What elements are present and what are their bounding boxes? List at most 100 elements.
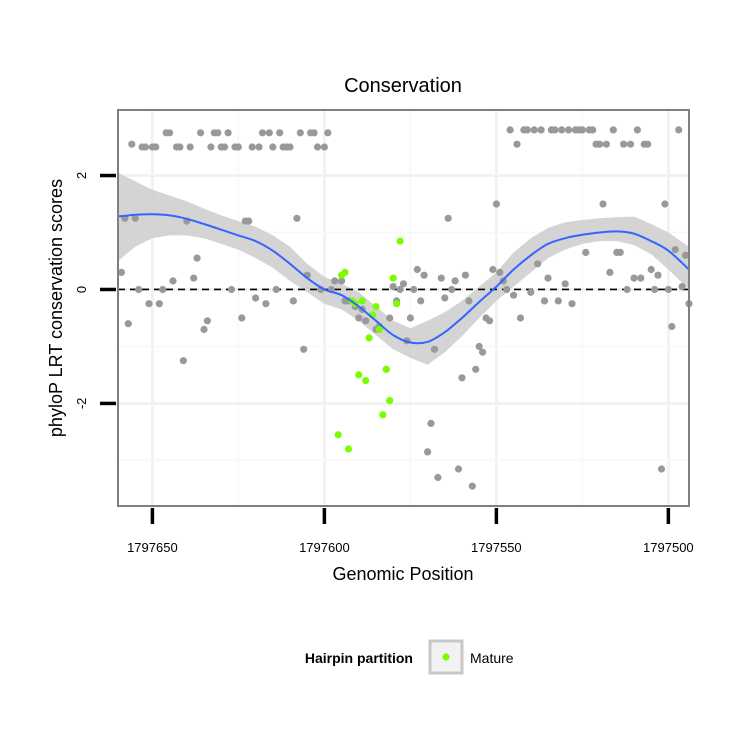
data-point (647, 265, 655, 274)
data-point (155, 300, 163, 308)
data-point (410, 285, 418, 294)
data-point (544, 274, 552, 282)
data-point (644, 140, 652, 148)
data-point (310, 129, 318, 137)
y-tick-label: 0 (74, 286, 89, 293)
data-point (434, 473, 442, 482)
data-point (441, 294, 449, 302)
data-point (616, 248, 624, 256)
y-tick-label: 2 (74, 172, 89, 179)
data-point (248, 143, 256, 151)
data-point (272, 285, 280, 294)
data-point (145, 300, 153, 308)
data-point (262, 300, 270, 308)
data-point (128, 140, 136, 148)
mature-point (393, 300, 401, 308)
data-point (197, 129, 205, 137)
data-point (513, 140, 521, 148)
data-point (657, 465, 666, 473)
y-axis: -2 0 2 (74, 172, 116, 409)
data-point (396, 285, 404, 294)
data-point (141, 143, 150, 151)
data-point (221, 143, 229, 151)
data-point (606, 268, 614, 276)
data-point (289, 297, 297, 305)
data-point (582, 248, 590, 256)
x-axis-label: Genomic Position (332, 564, 473, 584)
data-point (551, 126, 559, 134)
data-point (224, 129, 232, 137)
data-point (399, 280, 408, 288)
data-point (472, 365, 480, 373)
data-point (651, 285, 659, 294)
panel-border (117, 109, 690, 507)
data-point (468, 482, 476, 490)
data-point (255, 143, 263, 151)
data-point (454, 465, 463, 473)
data-point (506, 126, 514, 134)
data-point (534, 260, 542, 268)
data-point (596, 140, 604, 148)
panel-background (118, 110, 689, 506)
data-point (152, 143, 160, 151)
data-point (475, 342, 483, 351)
data-point (117, 268, 125, 276)
data-point (324, 129, 332, 137)
data-point (485, 317, 494, 325)
mature-point (341, 268, 349, 276)
plot-panel (117, 109, 693, 507)
data-point (265, 129, 273, 137)
data-point (565, 126, 573, 134)
data-point (190, 274, 198, 282)
data-point (682, 251, 690, 259)
data-point (668, 322, 676, 331)
data-point (444, 214, 452, 222)
legend-title: Hairpin partition (305, 650, 413, 666)
data-point (300, 345, 308, 353)
mature-point (396, 237, 404, 245)
data-point (186, 143, 194, 151)
data-point (671, 246, 679, 254)
data-point (633, 126, 642, 134)
data-point (296, 129, 304, 137)
mature-point (344, 445, 353, 453)
data-point (492, 200, 500, 208)
data-point (503, 285, 511, 294)
legend: Hairpin partition Mature (305, 639, 514, 675)
data-point (589, 126, 597, 134)
mature-point (389, 274, 397, 282)
data-point (200, 325, 208, 333)
data-point (179, 357, 187, 365)
data-point (124, 320, 132, 328)
data-point (465, 297, 473, 305)
mature-point (382, 365, 390, 373)
data-point (313, 143, 322, 151)
data-point (609, 126, 617, 134)
y-tick-label: -2 (74, 398, 89, 410)
data-point (176, 143, 184, 151)
x-tick-label: 1797650 (127, 540, 178, 555)
mature-point (375, 325, 383, 333)
data-point (320, 143, 328, 151)
data-point (169, 277, 177, 285)
data-point (516, 314, 525, 322)
data-point (630, 274, 638, 282)
data-point (258, 129, 267, 137)
data-point (599, 200, 607, 208)
data-point (451, 277, 459, 285)
data-point (437, 274, 445, 282)
data-point (406, 314, 414, 322)
mature-point (386, 397, 394, 405)
data-point (620, 140, 628, 148)
data-point (234, 143, 242, 151)
data-point (561, 280, 569, 288)
data-point (578, 126, 587, 134)
data-point (293, 214, 301, 222)
data-point (461, 271, 469, 279)
data-point (509, 291, 518, 299)
data-point (479, 348, 487, 356)
data-point (523, 126, 531, 134)
mature-point (365, 334, 373, 342)
data-point (207, 143, 215, 151)
